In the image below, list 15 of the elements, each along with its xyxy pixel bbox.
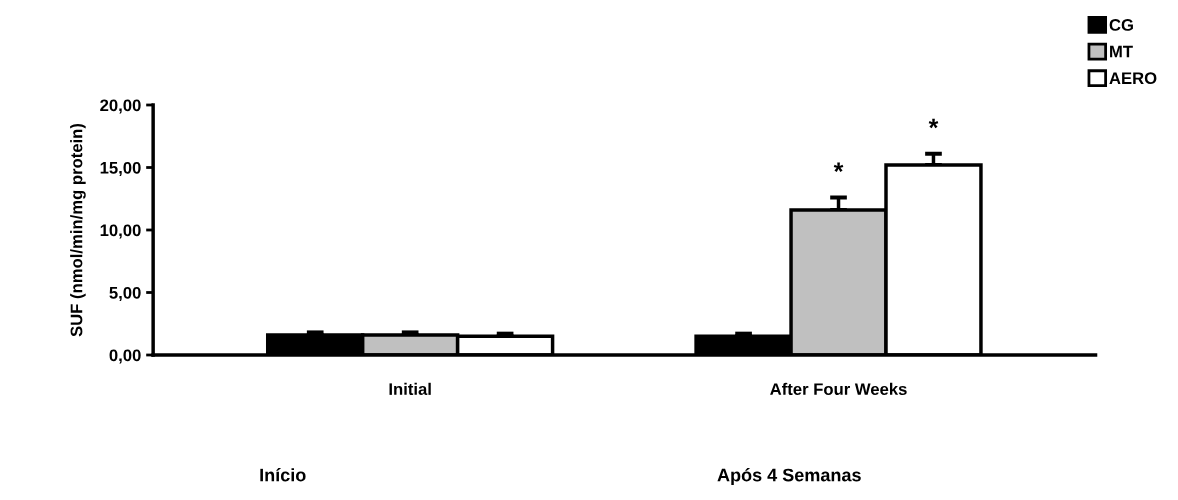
y-tick-label: 0,00 [109,349,141,364]
annotation: * [928,118,939,129]
text: Após 4 Semanas [717,468,861,485]
y-tick-label: 15,00 [100,161,141,177]
y-tick-label: 10,00 [100,224,141,239]
legend-label: MT [1110,45,1133,58]
text: Início [260,468,306,482]
annotation: * [833,162,844,172]
y-tick-label: 5,00 [109,286,141,302]
x-tick-label: Initial [389,382,431,396]
legend-label: CG [1109,19,1133,31]
y-axis-title: SUF (nmol/min/mg protein) [70,123,86,337]
x-tick-label: After Four Weeks [770,382,907,396]
legend-label: AERO [1109,72,1157,85]
y-tick-label: 20,00 [100,99,141,114]
